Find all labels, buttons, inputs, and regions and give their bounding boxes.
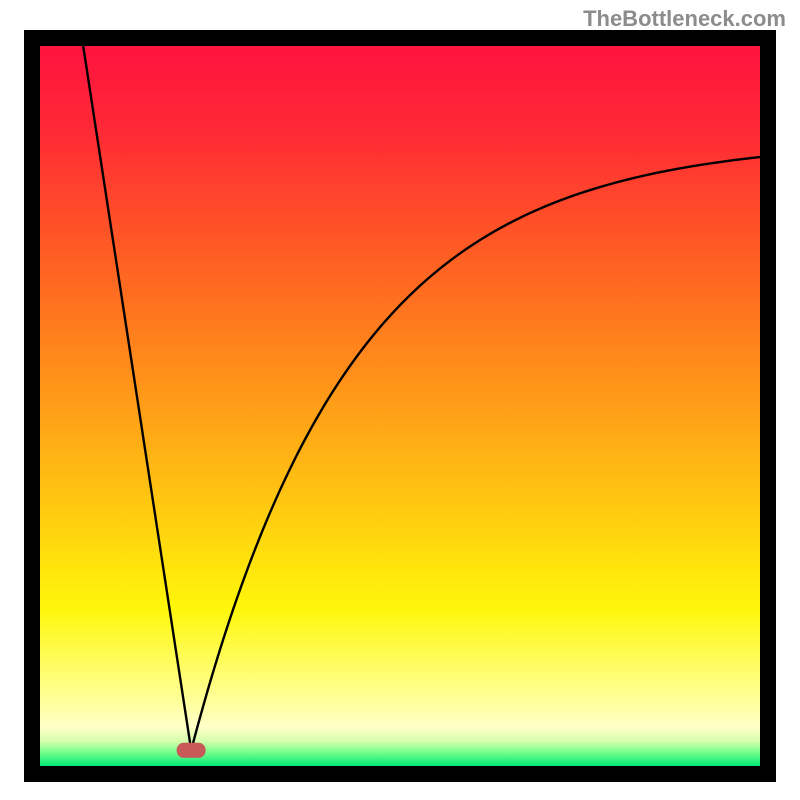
optimal-point-marker (177, 743, 206, 757)
plot-interior (40, 46, 760, 766)
bottleneck-curve (40, 46, 760, 766)
chart-root: TheBottleneck.com (0, 0, 800, 800)
watermark-text: TheBottleneck.com (583, 6, 786, 32)
